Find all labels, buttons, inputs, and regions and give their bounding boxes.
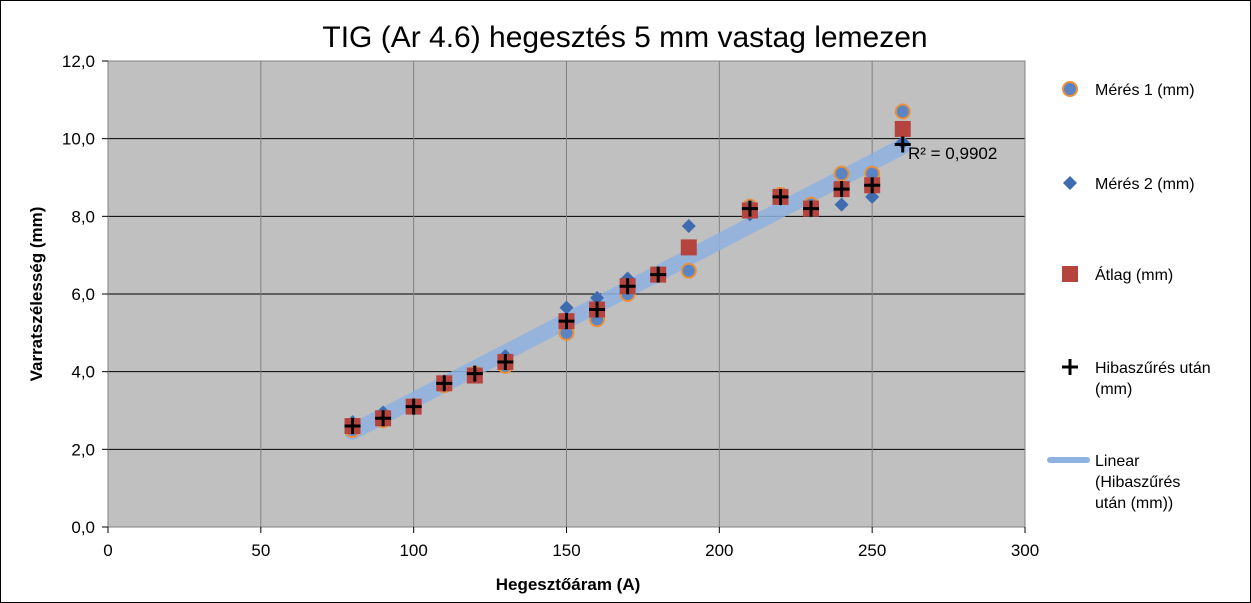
plus-data-point xyxy=(619,278,636,295)
x-tick-label: 300 xyxy=(1011,541,1039,560)
legend-plus-symbol xyxy=(1062,359,1078,375)
plus-data-point xyxy=(466,365,483,382)
x-tick-label: 150 xyxy=(552,541,580,560)
plus-data-point xyxy=(375,410,392,427)
diamond-data-point xyxy=(590,290,605,305)
x-tick-label: 100 xyxy=(399,541,427,560)
diamond-data-point xyxy=(834,197,849,212)
x-tick-label: 0 xyxy=(103,541,112,560)
chart-title: TIG (Ar 4.6) hegesztés 5 mm vastag lemez… xyxy=(322,21,927,54)
diamond-data-point xyxy=(559,300,574,315)
diamond-data-point xyxy=(681,219,696,234)
x-axis-title: Hegesztőáram (A) xyxy=(496,575,641,594)
legend-diamond-symbol xyxy=(1063,176,1077,190)
legend-circle-symbol xyxy=(1062,81,1078,97)
plus-data-point xyxy=(650,266,667,283)
data-points xyxy=(344,103,911,438)
square-data-point xyxy=(680,239,697,256)
plus-data-point xyxy=(344,418,361,435)
axes: 0,0 2,0 4,0 6,0 8,0 10,0 12,0 0 50 100 150 200 250 30… xyxy=(62,52,1039,560)
series-plus-group xyxy=(344,136,911,435)
plus-data-point xyxy=(436,375,453,392)
y-tick-label: 8,0 xyxy=(71,207,95,226)
legend-square-symbol xyxy=(1062,266,1078,282)
circle-data-point xyxy=(833,165,850,182)
y-tick-label: 2,0 xyxy=(71,440,95,459)
y-tick-label: 0,0 xyxy=(71,518,95,537)
y-axis-title: Varratszélesség (mm) xyxy=(27,207,46,382)
legend-label: Hibaszűrés után xyxy=(1095,360,1211,377)
legend-label: után (mm)) xyxy=(1095,495,1173,512)
legend-label: Mérés 1 (mm) xyxy=(1095,82,1195,99)
plus-data-point xyxy=(772,188,789,205)
legend-label: (Hibaszűrés xyxy=(1095,474,1180,491)
y-tick-label: 12,0 xyxy=(62,52,95,71)
plus-data-point xyxy=(405,398,422,415)
x-tick-label: 50 xyxy=(251,541,270,560)
square-data-point xyxy=(894,120,911,137)
y-tick-label: 6,0 xyxy=(71,285,95,304)
plus-data-point xyxy=(497,353,514,370)
plus-data-point xyxy=(558,313,575,330)
circle-data-point xyxy=(894,103,911,120)
y-tick-label: 10,0 xyxy=(62,130,95,149)
circle-data-point xyxy=(680,262,697,279)
plus-data-point xyxy=(589,301,606,318)
plus-data-point xyxy=(833,181,850,198)
plus-data-point xyxy=(741,200,758,217)
legend-label: (mm) xyxy=(1095,381,1132,398)
diamond-data-point xyxy=(865,189,880,204)
r-squared-label: R² = 0,9902 xyxy=(908,144,997,163)
plus-data-point xyxy=(803,200,820,217)
plus-data-point xyxy=(894,136,911,153)
legend-label: Mérés 2 (mm) xyxy=(1095,176,1195,193)
x-tick-label: 250 xyxy=(858,541,886,560)
y-tick-label: 4,0 xyxy=(71,363,95,382)
plus-data-point xyxy=(864,177,881,194)
legend: Mérés 1 (mm) Mérés 2 (mm) Átlag (mm) Hibasz… xyxy=(1047,81,1211,512)
legend-label: Átlag (mm) xyxy=(1095,265,1173,284)
x-tick-label: 200 xyxy=(705,541,733,560)
legend-label: Linear xyxy=(1095,453,1140,470)
